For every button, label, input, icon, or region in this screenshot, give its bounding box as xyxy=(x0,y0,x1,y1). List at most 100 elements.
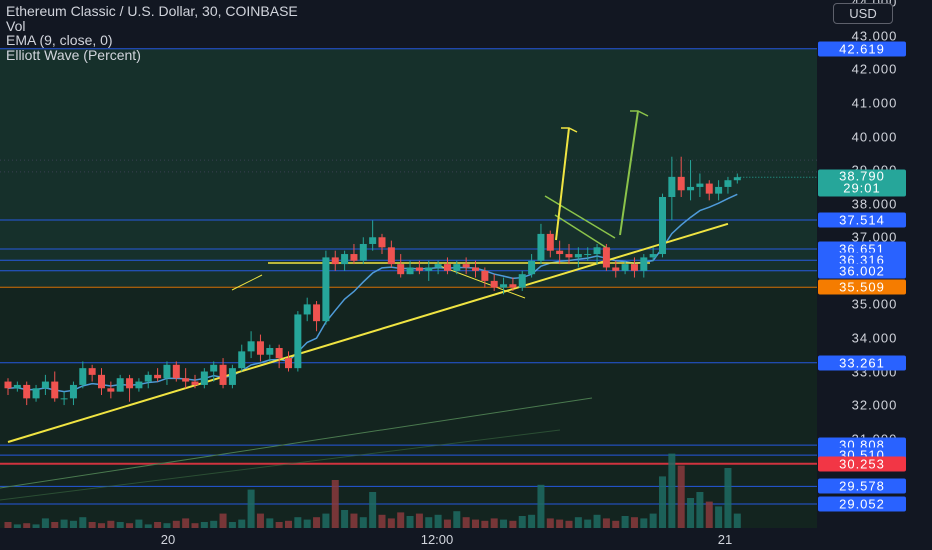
volume-bar xyxy=(556,519,564,528)
candle-body xyxy=(135,381,143,389)
volume-bar xyxy=(378,514,386,528)
price-level-tag[interactable]: 33.261 xyxy=(818,355,906,371)
volume-bar xyxy=(640,518,648,528)
volume-bar xyxy=(546,518,554,528)
price-level-tag[interactable]: 42.619 xyxy=(818,41,906,57)
volume-bar xyxy=(443,519,451,528)
time-axis-label: 12:00 xyxy=(420,532,454,547)
volume-bar xyxy=(406,516,414,528)
volume-bar xyxy=(69,520,77,528)
currency-button[interactable]: USD xyxy=(833,3,893,24)
candle-body xyxy=(228,368,236,385)
volume-bar xyxy=(210,520,218,528)
price-level-tag[interactable]: 35.509 xyxy=(818,279,906,295)
legend-ema[interactable]: EMA (9, close, 0) xyxy=(6,32,113,48)
candle-body xyxy=(322,257,330,322)
volume-bar xyxy=(565,520,573,528)
volume-bar xyxy=(266,518,274,528)
candle-body xyxy=(200,371,208,385)
candle-body xyxy=(238,351,246,369)
candle-body xyxy=(191,381,199,385)
legend-title[interactable]: Ethereum Classic / U.S. Dollar, 30, COIN… xyxy=(6,3,298,19)
time-axis-label: 21 xyxy=(717,532,733,547)
price-axis-label: 34.000 xyxy=(851,330,898,346)
wedge-line xyxy=(231,274,263,291)
candle-body xyxy=(621,264,629,271)
candle-body xyxy=(687,186,695,191)
arrow-head-yellow xyxy=(561,127,578,133)
time-axis-background xyxy=(0,528,932,550)
volume-bar xyxy=(724,468,732,528)
candle-body xyxy=(733,177,741,181)
candle-body xyxy=(406,267,414,275)
price-axis-label: 41.000 xyxy=(851,95,898,111)
volume-bar xyxy=(285,520,292,528)
price-level-tag[interactable]: 29.052 xyxy=(818,496,906,512)
candle-body xyxy=(79,368,87,385)
candle-body xyxy=(154,374,162,379)
candle-body xyxy=(518,274,526,288)
volume-bar xyxy=(481,520,489,528)
projection-arrow-green xyxy=(619,110,639,236)
volume-bar xyxy=(602,518,610,528)
candle-body xyxy=(60,398,68,400)
candle-body xyxy=(369,237,377,244)
candle-body xyxy=(649,254,657,258)
candle-body xyxy=(88,368,96,375)
volume-bar xyxy=(98,523,105,528)
volume-bar xyxy=(135,519,143,528)
volume-bar xyxy=(574,517,582,528)
legend-elliott-wave[interactable]: Elliott Wave (Percent) xyxy=(6,46,141,63)
chart-legend: Ethereum Classic / U.S. Dollar, 30, COIN… xyxy=(6,4,298,62)
candle-body xyxy=(443,264,451,271)
volume-bar xyxy=(238,519,246,528)
volume-bar xyxy=(126,523,134,528)
volume-bar xyxy=(434,514,442,528)
volume-bar xyxy=(32,524,40,528)
candle-body xyxy=(425,267,433,271)
candle-body xyxy=(528,260,536,275)
candle-body xyxy=(13,384,21,389)
candle-body xyxy=(500,284,508,288)
price-level-tag[interactable]: 29.578 xyxy=(818,478,906,494)
volume-bar xyxy=(659,476,666,528)
candle-body xyxy=(275,348,283,359)
price-axis-label: 37.000 xyxy=(851,229,898,245)
volume-bar xyxy=(453,511,461,528)
price-level-tag[interactable]: 36.002 xyxy=(818,263,906,279)
candle-body xyxy=(387,247,395,265)
candle-body xyxy=(472,267,479,271)
volume-bar xyxy=(593,514,601,528)
price-level-tag[interactable]: 37.514 xyxy=(818,212,906,228)
candle-body xyxy=(397,264,405,275)
volume-bar xyxy=(23,523,31,528)
candle-body xyxy=(462,264,470,268)
volume-bar xyxy=(621,516,629,528)
volume-bar xyxy=(313,517,321,528)
legend-volume[interactable]: Vol xyxy=(6,17,26,34)
volume-bar xyxy=(350,513,358,528)
volume-bar xyxy=(733,513,741,528)
current-price-value: 38.790 xyxy=(839,168,885,184)
volume-bar xyxy=(369,492,377,528)
candle-body xyxy=(705,183,713,194)
candle-body xyxy=(677,176,685,191)
candle-body xyxy=(331,257,339,265)
candle-body xyxy=(715,186,723,194)
candle-body xyxy=(285,358,292,369)
candle-body xyxy=(341,254,349,265)
price-axis-label: 42.000 xyxy=(851,61,898,77)
candle-body xyxy=(32,388,40,399)
candle-body xyxy=(303,304,311,315)
candle-body xyxy=(41,381,49,389)
volume-bar xyxy=(79,517,87,528)
candle-body xyxy=(453,264,461,271)
volume-bar xyxy=(715,506,723,528)
volume-bar xyxy=(359,517,367,528)
candle-body xyxy=(602,247,610,268)
candle-body xyxy=(612,267,620,271)
volume-bar xyxy=(107,520,115,528)
volume-bar xyxy=(303,519,311,528)
price-level-tag[interactable]: 30.253 xyxy=(818,456,906,472)
